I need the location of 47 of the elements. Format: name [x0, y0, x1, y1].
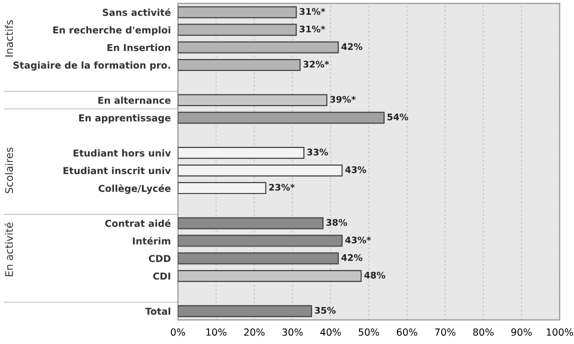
data-label: 31%*: [300, 8, 326, 15]
data-label: 38%: [326, 219, 348, 226]
x-tick-label: 0%: [170, 328, 186, 336]
y-tick-label: Etudiant inscrit univ: [64, 166, 171, 174]
x-tick-label: 40%: [320, 328, 341, 336]
data-label: 23%*: [269, 184, 295, 191]
y-tick-label: En apprentissage: [79, 114, 171, 124]
x-tick-label: 60%: [396, 328, 418, 336]
y-tick-label: Etudiant hors univ: [74, 149, 171, 157]
y-tick-label: Contrat aidé: [105, 219, 171, 227]
data-label: 43%*: [345, 236, 371, 244]
x-tick-label: 90%: [511, 328, 532, 336]
y-tick-label: CDD: [148, 254, 170, 262]
x-tick-label: 10%: [206, 328, 226, 336]
bar: [178, 305, 312, 318]
bar: [178, 217, 324, 230]
bar: [178, 252, 339, 264]
data-label: 39%*: [330, 96, 356, 103]
y-tick-label: Total: [145, 308, 170, 315]
y-tick-label: En recherche d'emploi: [53, 26, 170, 36]
data-label: 32%*: [303, 60, 330, 68]
y-tick-label: En alternance: [98, 96, 171, 104]
x-tick-label: 70%: [435, 328, 456, 336]
data-label: 54%: [388, 114, 408, 120]
y-tick-label: Sans activité: [102, 8, 171, 16]
y-tick-label: Collège/Lycée: [98, 184, 171, 194]
x-tick-label: 80%: [473, 328, 494, 336]
y-tick-label: CDI: [153, 272, 170, 280]
y-tick-label: En Insertion: [108, 44, 170, 52]
text: Scolaires: [4, 148, 14, 194]
text: Inactifs: [4, 20, 14, 57]
bar: [178, 94, 328, 106]
x-tick-label: 50%: [358, 328, 380, 336]
bar: [178, 234, 343, 247]
data-label: 31%*: [300, 26, 326, 32]
data-label: 42%: [341, 43, 362, 50]
x-tick-label: 20%: [244, 328, 265, 336]
y-tick-label: Stagiaire de la formation pro.: [13, 61, 170, 71]
x-tick-label: 30%: [282, 328, 303, 336]
data-label: 33%: [307, 148, 328, 156]
x-tick-label: 100%: [546, 328, 574, 336]
data-label: 35%: [314, 306, 336, 314]
data-label: 42%: [341, 254, 362, 261]
y-tick-label: Intérim: [132, 236, 170, 245]
data-label: 43%: [345, 166, 366, 174]
data-label: 48%: [364, 272, 386, 279]
text: En activité: [4, 222, 14, 276]
